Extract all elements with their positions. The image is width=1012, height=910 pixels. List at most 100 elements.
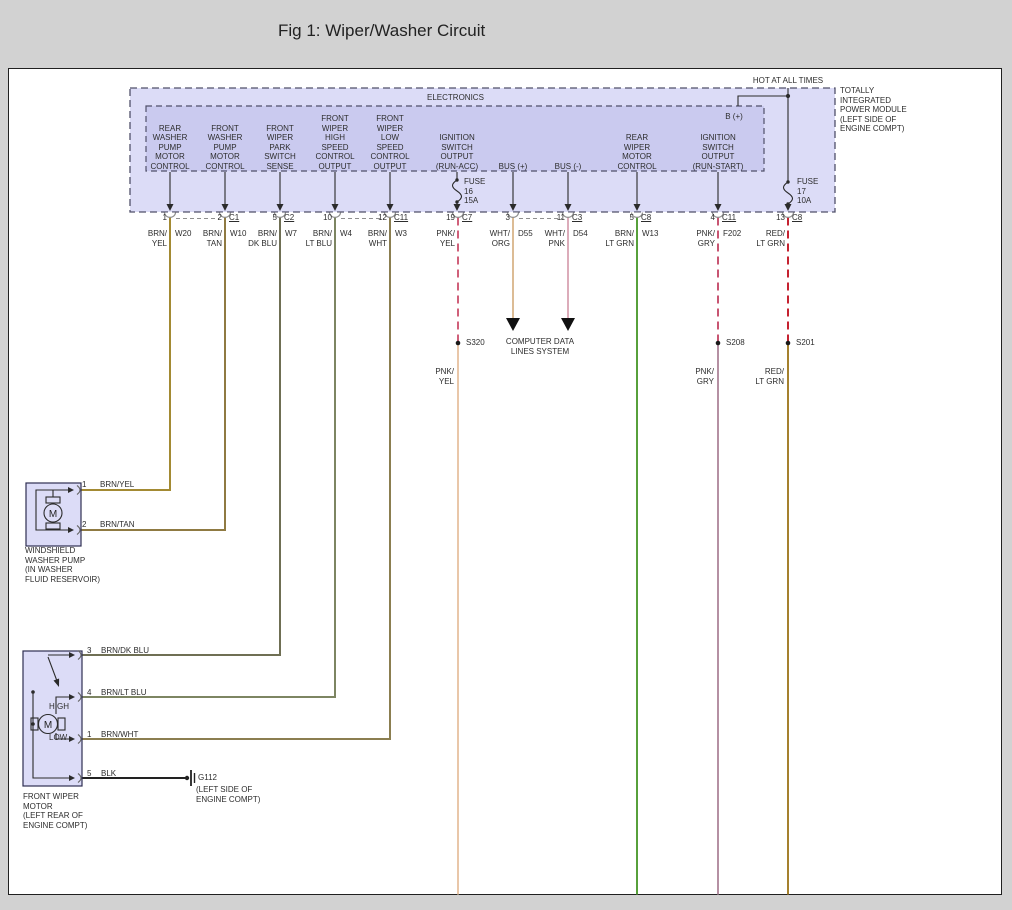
washer-pump-label: WINDSHIELD WASHER PUMP (IN WASHER FLUID …	[25, 546, 100, 584]
function-label: FRONT WIPER PARK SWITCH SENSE	[264, 123, 296, 171]
pin-cups	[163, 212, 795, 218]
tipm-internal-lines	[169, 88, 794, 205]
pin-number: 3	[505, 213, 510, 222]
connector-label: C1	[229, 213, 240, 222]
wire-brn-wht	[82, 217, 391, 740]
hot-at-all-times-label: HOT AT ALL TIMES	[752, 76, 824, 85]
ground-name-label: G112	[198, 773, 217, 782]
wire-color-label: PNK/ YEL	[436, 229, 455, 248]
wire-color-label: BRN/WHT	[101, 730, 139, 739]
wire-color-label: BRN/ YEL	[147, 229, 167, 248]
wire-color-label: PNK/ YEL	[435, 367, 454, 386]
wire-color-label: BRN/ WHT	[367, 229, 387, 248]
function-label: REAR WASHER PUMP MOTOR CONTROL	[150, 123, 190, 171]
ground-icon	[184, 770, 196, 786]
fuse-16-label: FUSE 16 15A	[464, 177, 486, 205]
b-plus-branch	[737, 95, 788, 106]
wire-color-label: BRN/LT BLU	[101, 688, 147, 697]
pin-number: 12	[378, 213, 387, 222]
pin-number: 2	[217, 213, 222, 222]
function-label: FRONT WASHER PUMP MOTOR CONTROL	[205, 123, 245, 171]
pin-number: 4	[87, 688, 92, 697]
wire-color-label: PNK/ GRY	[695, 367, 714, 386]
circuit-number: D55	[518, 229, 533, 238]
park-switch-arm-icon	[47, 656, 58, 682]
figure-title: Fig 1: Wiper/Washer Circuit	[278, 21, 486, 40]
circuit-number: W4	[340, 229, 352, 238]
function-label: FRONT WIPER HIGH SPEED CONTROL OUTPUT	[315, 114, 355, 171]
connector-label: C11	[722, 213, 737, 222]
circuit-number: W10	[230, 229, 247, 238]
splice-label: S208	[726, 338, 745, 347]
connector-label: C8	[641, 213, 652, 222]
circuit-number: W7	[285, 229, 297, 238]
b-plus-label: B (+)	[725, 112, 743, 121]
wire-color-label: BLK	[101, 769, 117, 778]
wire-color-label: BRN/ LT BLU	[305, 229, 332, 248]
tipm-name-label: TOTALLY INTEGRATED POWER MODULE (LEFT SI…	[840, 86, 907, 133]
circuit-number: W20	[175, 229, 192, 238]
ground-location-label: (LEFT SIDE OF ENGINE COMPT)	[196, 785, 261, 804]
svg-text:M: M	[44, 720, 52, 731]
circuit-number: W13	[642, 229, 659, 238]
motor-low-label: LOW	[49, 733, 68, 742]
function-label: BUS (-)	[554, 161, 582, 171]
pin-number: 5	[87, 769, 92, 778]
tipm-inner-box	[145, 105, 765, 172]
computer-data-arrow-icons	[506, 318, 575, 331]
function-label: IGNITION SWITCH OUTPUT (RUN-ACC)	[435, 133, 479, 171]
pin-number: 4	[710, 213, 715, 222]
connector-label: C11	[394, 213, 409, 222]
pin-number: 19	[446, 213, 455, 222]
wire-color-label: BRN/TAN	[100, 520, 135, 529]
wiper-motor-label: FRONT WIPER MOTOR (LEFT REAR OF ENGINE C…	[23, 792, 88, 830]
circuit-number: F202	[723, 229, 742, 238]
pin-number: 1	[162, 213, 167, 222]
wire-color-label: BRN/ LT GRN	[605, 229, 634, 248]
pin-number: 5	[272, 213, 277, 222]
electronics-label: ELECTRONICS	[427, 93, 484, 102]
wires	[81, 217, 789, 895]
connector-label: C3	[572, 213, 583, 222]
wire-brn-dk-blu	[82, 217, 281, 656]
function-label: FRONT WIPER LOW SPEED CONTROL OUTPUT	[370, 114, 410, 171]
wiper-motor-component: M	[22, 650, 83, 787]
wire-color-label: PNK/ GRY	[696, 229, 715, 248]
wire-color-label: BRN/ DK BLU	[248, 229, 277, 248]
connector-label: C8	[792, 213, 803, 222]
wire-brn-yel	[81, 217, 171, 491]
splice-dots	[455, 340, 791, 346]
washer-pump-component: M	[25, 482, 82, 547]
wire-color-label: RED/ LT GRN	[755, 367, 784, 386]
pin-number: 2	[82, 520, 87, 529]
computer-data-lines-label: COMPUTER DATA LINES SYSTEM	[505, 337, 575, 356]
splice-label: S320	[466, 338, 485, 347]
wire-brn-lt-blu	[82, 217, 336, 698]
splice-label: S201	[796, 338, 815, 347]
wire-color-label: WHT/ ORG	[489, 229, 510, 248]
pin-number: 11	[556, 213, 565, 222]
function-label: REAR WIPER MOTOR CONTROL	[617, 133, 657, 171]
wire-brn-tan	[81, 217, 226, 531]
function-label: IGNITION SWITCH OUTPUT (RUN-START)	[692, 133, 744, 171]
connector-label: C2	[284, 213, 295, 222]
fuse-17-icon	[782, 181, 794, 205]
washer-pump-motor-icon	[43, 503, 63, 523]
wire-color-label: BRN/DK BLU	[101, 646, 150, 655]
wire-color-label: BRN/YEL	[100, 480, 135, 489]
pin-number: 3	[87, 646, 92, 655]
circuit-number: W3	[395, 229, 407, 238]
function-label: BUS (+)	[498, 161, 528, 171]
wiring-svg: M M	[22, 87, 836, 895]
pin-number: 1	[87, 730, 92, 739]
connector-label: C7	[462, 213, 473, 222]
motor-high-label: HIGH	[49, 702, 69, 711]
wire-color-label: RED/ LT GRN	[756, 229, 785, 248]
pin-number: 1	[82, 480, 87, 489]
circuit-number: D54	[573, 229, 588, 238]
fuse-17-label: FUSE 17 10A	[797, 177, 819, 205]
pin-number: 5	[629, 213, 634, 222]
tipm-pin-arrowheads	[166, 93, 792, 211]
wire-color-label: BRN/ TAN	[202, 229, 222, 248]
